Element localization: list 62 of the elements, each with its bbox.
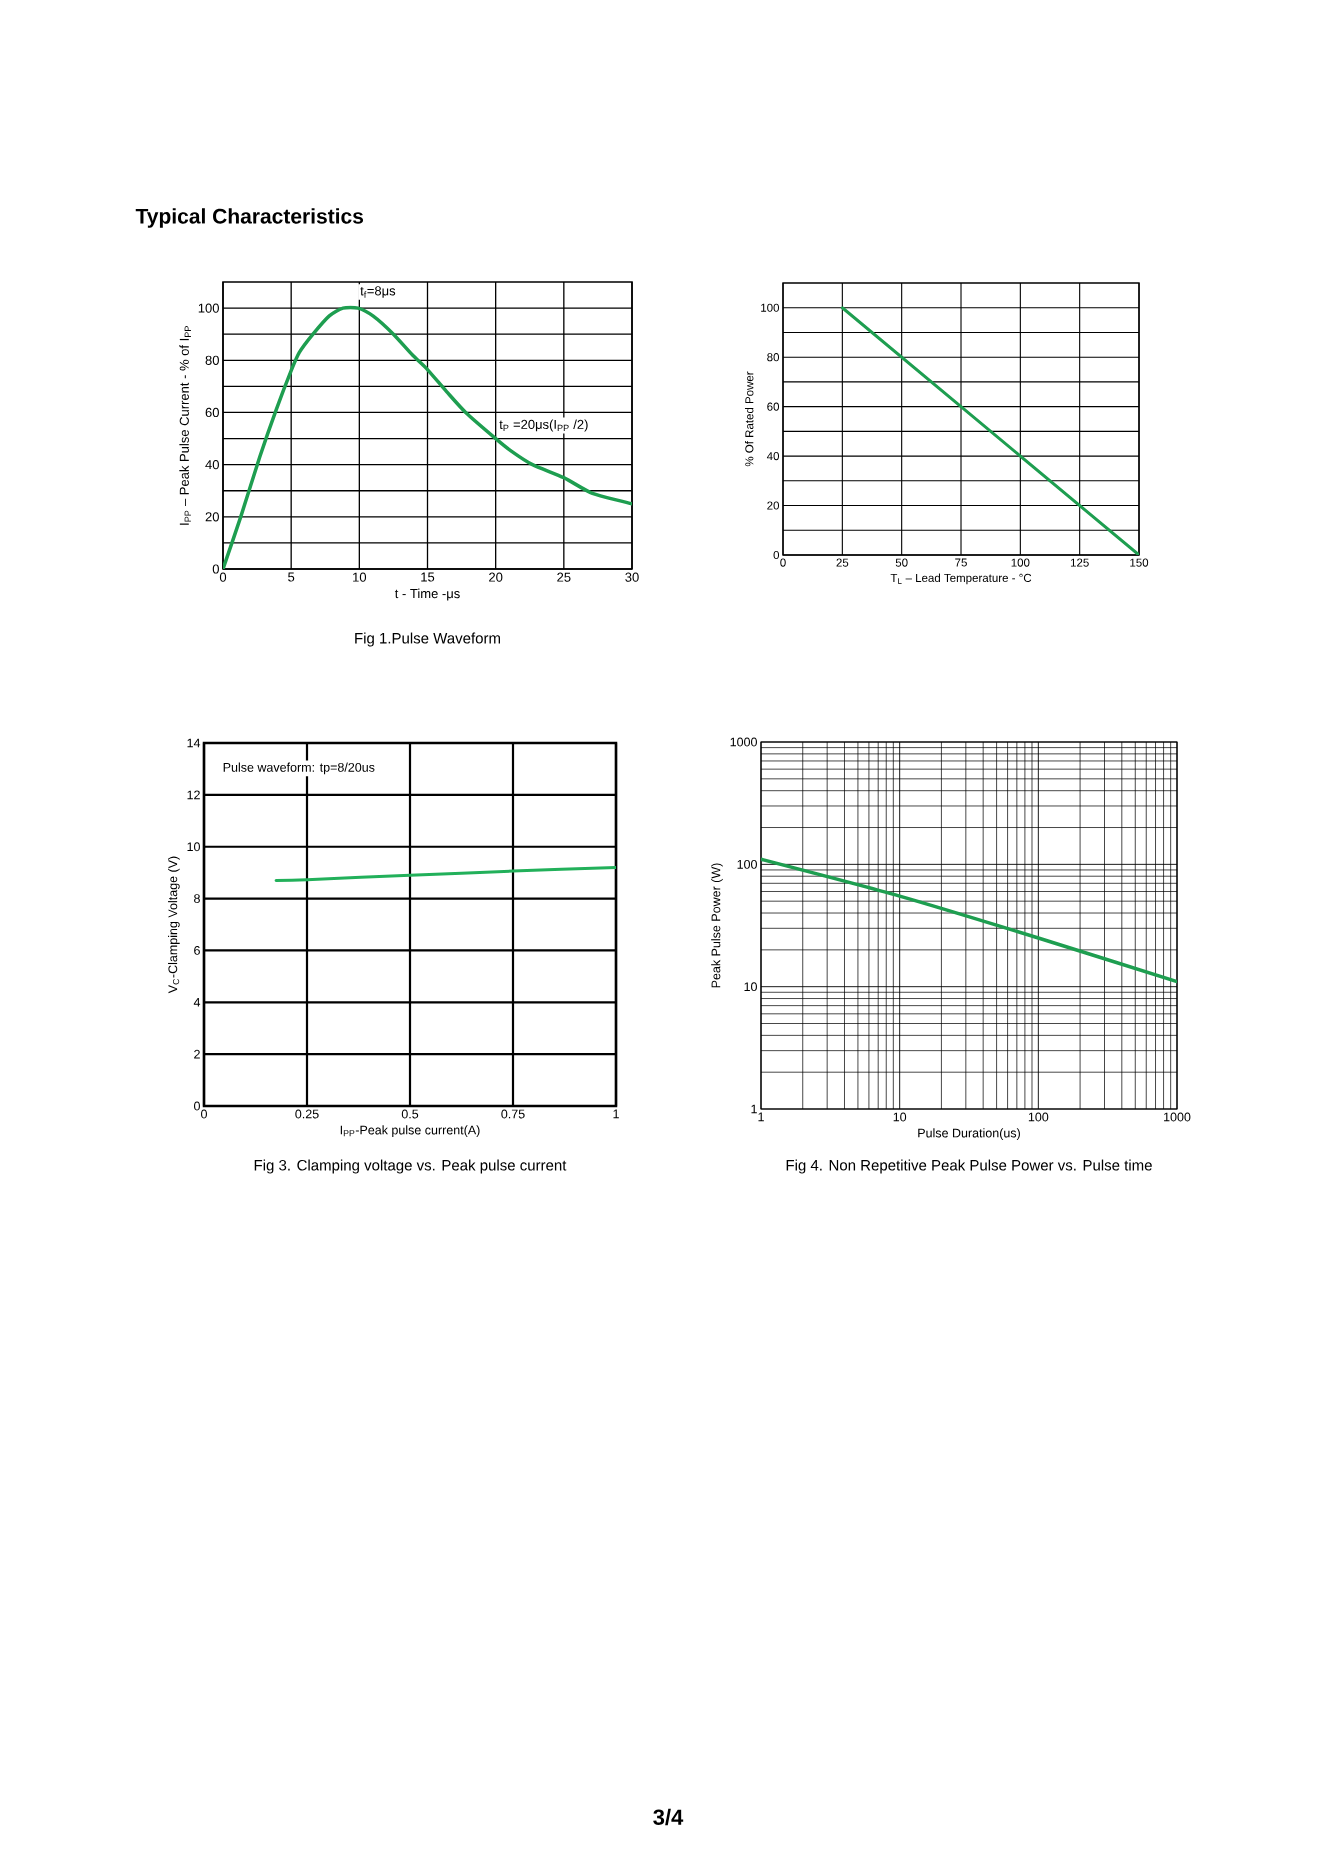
x-tick-label: 125 <box>1070 558 1089 567</box>
text: Fig 1.Pulse Waveform <box>355 632 500 647</box>
x-tick-label: 1 <box>613 1109 619 1119</box>
x-tick-label: 30 <box>625 572 639 582</box>
y-tick-label: 100 <box>737 859 757 869</box>
x-tick-label: 150 <box>1130 558 1149 567</box>
x-tick-label: 0 <box>219 572 227 582</box>
y-tick-label: 80 <box>205 355 219 365</box>
y-tick-label: 4 <box>193 998 201 1007</box>
y-tick-label: 8 <box>194 894 200 904</box>
x-axis-title: t - Time -μs <box>394 588 460 601</box>
x-tick-label: 10 <box>353 572 367 582</box>
y-tick-label: 80 <box>767 353 780 362</box>
text: Fig 3. Clamping voltage vs. Peak pulse current <box>254 1159 567 1174</box>
x-tick-label: 25 <box>836 558 849 567</box>
y-tick-label: 10 <box>187 842 200 852</box>
y-tick-label: 100 <box>761 303 780 312</box>
x-tick-label: 1000 <box>1164 1112 1191 1122</box>
x-tick-label: 0.75 <box>501 1109 525 1119</box>
y-tick-label: 6 <box>194 946 200 955</box>
x-axis-title: Pulse Duration(us) <box>918 1128 1020 1140</box>
y-tick-label: 20 <box>767 501 780 510</box>
annotation: t$_{f}$=8μs <box>360 286 396 298</box>
y-tick-label: 40 <box>205 460 219 470</box>
x-axis-title: I$_{PP}$-Peak pulse current(A) <box>340 1125 480 1137</box>
line-series <box>274 865 617 882</box>
x-tick-label: 25 <box>557 572 571 582</box>
annotation: t$_{P}$ =20μs(I$_{PP}$ /2) <box>499 419 588 432</box>
y-tick-label: 12 <box>187 790 200 800</box>
x-tick-label: 50 <box>895 558 908 567</box>
y-axis-title: I$_{PP}$ – Peak Pulse Current - % of I$_{PP}$ <box>179 326 191 525</box>
x-tick-label: 75 <box>955 558 967 567</box>
y-tick-label: 14 <box>187 738 201 748</box>
x-axis-title: T$_{L}$ – Lead Temperature - °C <box>890 573 1032 585</box>
y-tick-label: 40 <box>766 452 780 461</box>
x-tick-label: 10 <box>893 1112 907 1122</box>
y-tick-label: 10 <box>744 982 757 992</box>
x-tick-label: 0.5 <box>401 1109 419 1119</box>
text: Typical Characteristics <box>135 208 364 228</box>
x-tick-label: 20 <box>489 572 503 582</box>
x-tick-label: 0 <box>780 558 786 567</box>
y-tick-label: 60 <box>205 407 219 418</box>
y-tick-label: 60 <box>767 402 780 411</box>
text: Fig 4. Non Repetitive Peak Pulse Power vs. Pulse time <box>786 1159 1152 1174</box>
x-tick-label: 100 <box>1028 1112 1049 1122</box>
y-tick-label: 1000 <box>730 737 757 747</box>
y-tick-label: 0 <box>773 550 780 560</box>
y-tick-label: 20 <box>205 512 219 522</box>
y-axis-title: % Of Rated Power <box>744 371 754 467</box>
x-tick-label: 5 <box>288 572 295 582</box>
y-axis-title: Peak Pulse Power (W) <box>711 863 723 988</box>
x-tick-label: 15 <box>421 572 435 582</box>
x-tick-label: 100 <box>1011 558 1030 567</box>
x-tick-label: 0.25 <box>295 1109 319 1119</box>
y-tick-label: 2 <box>194 1049 200 1059</box>
annotation: Pulse waveform: tp=8/20us <box>223 762 375 775</box>
y-tick-label: 100 <box>198 303 219 313</box>
y-tick-label: 0 <box>194 1101 200 1111</box>
y-axis-title: V$_{C}$-Clamping Voltage (V) <box>168 856 180 994</box>
line-series <box>761 857 1178 984</box>
x-tick-label: 1 <box>758 1112 764 1122</box>
text: 3/4 <box>653 1808 684 1826</box>
